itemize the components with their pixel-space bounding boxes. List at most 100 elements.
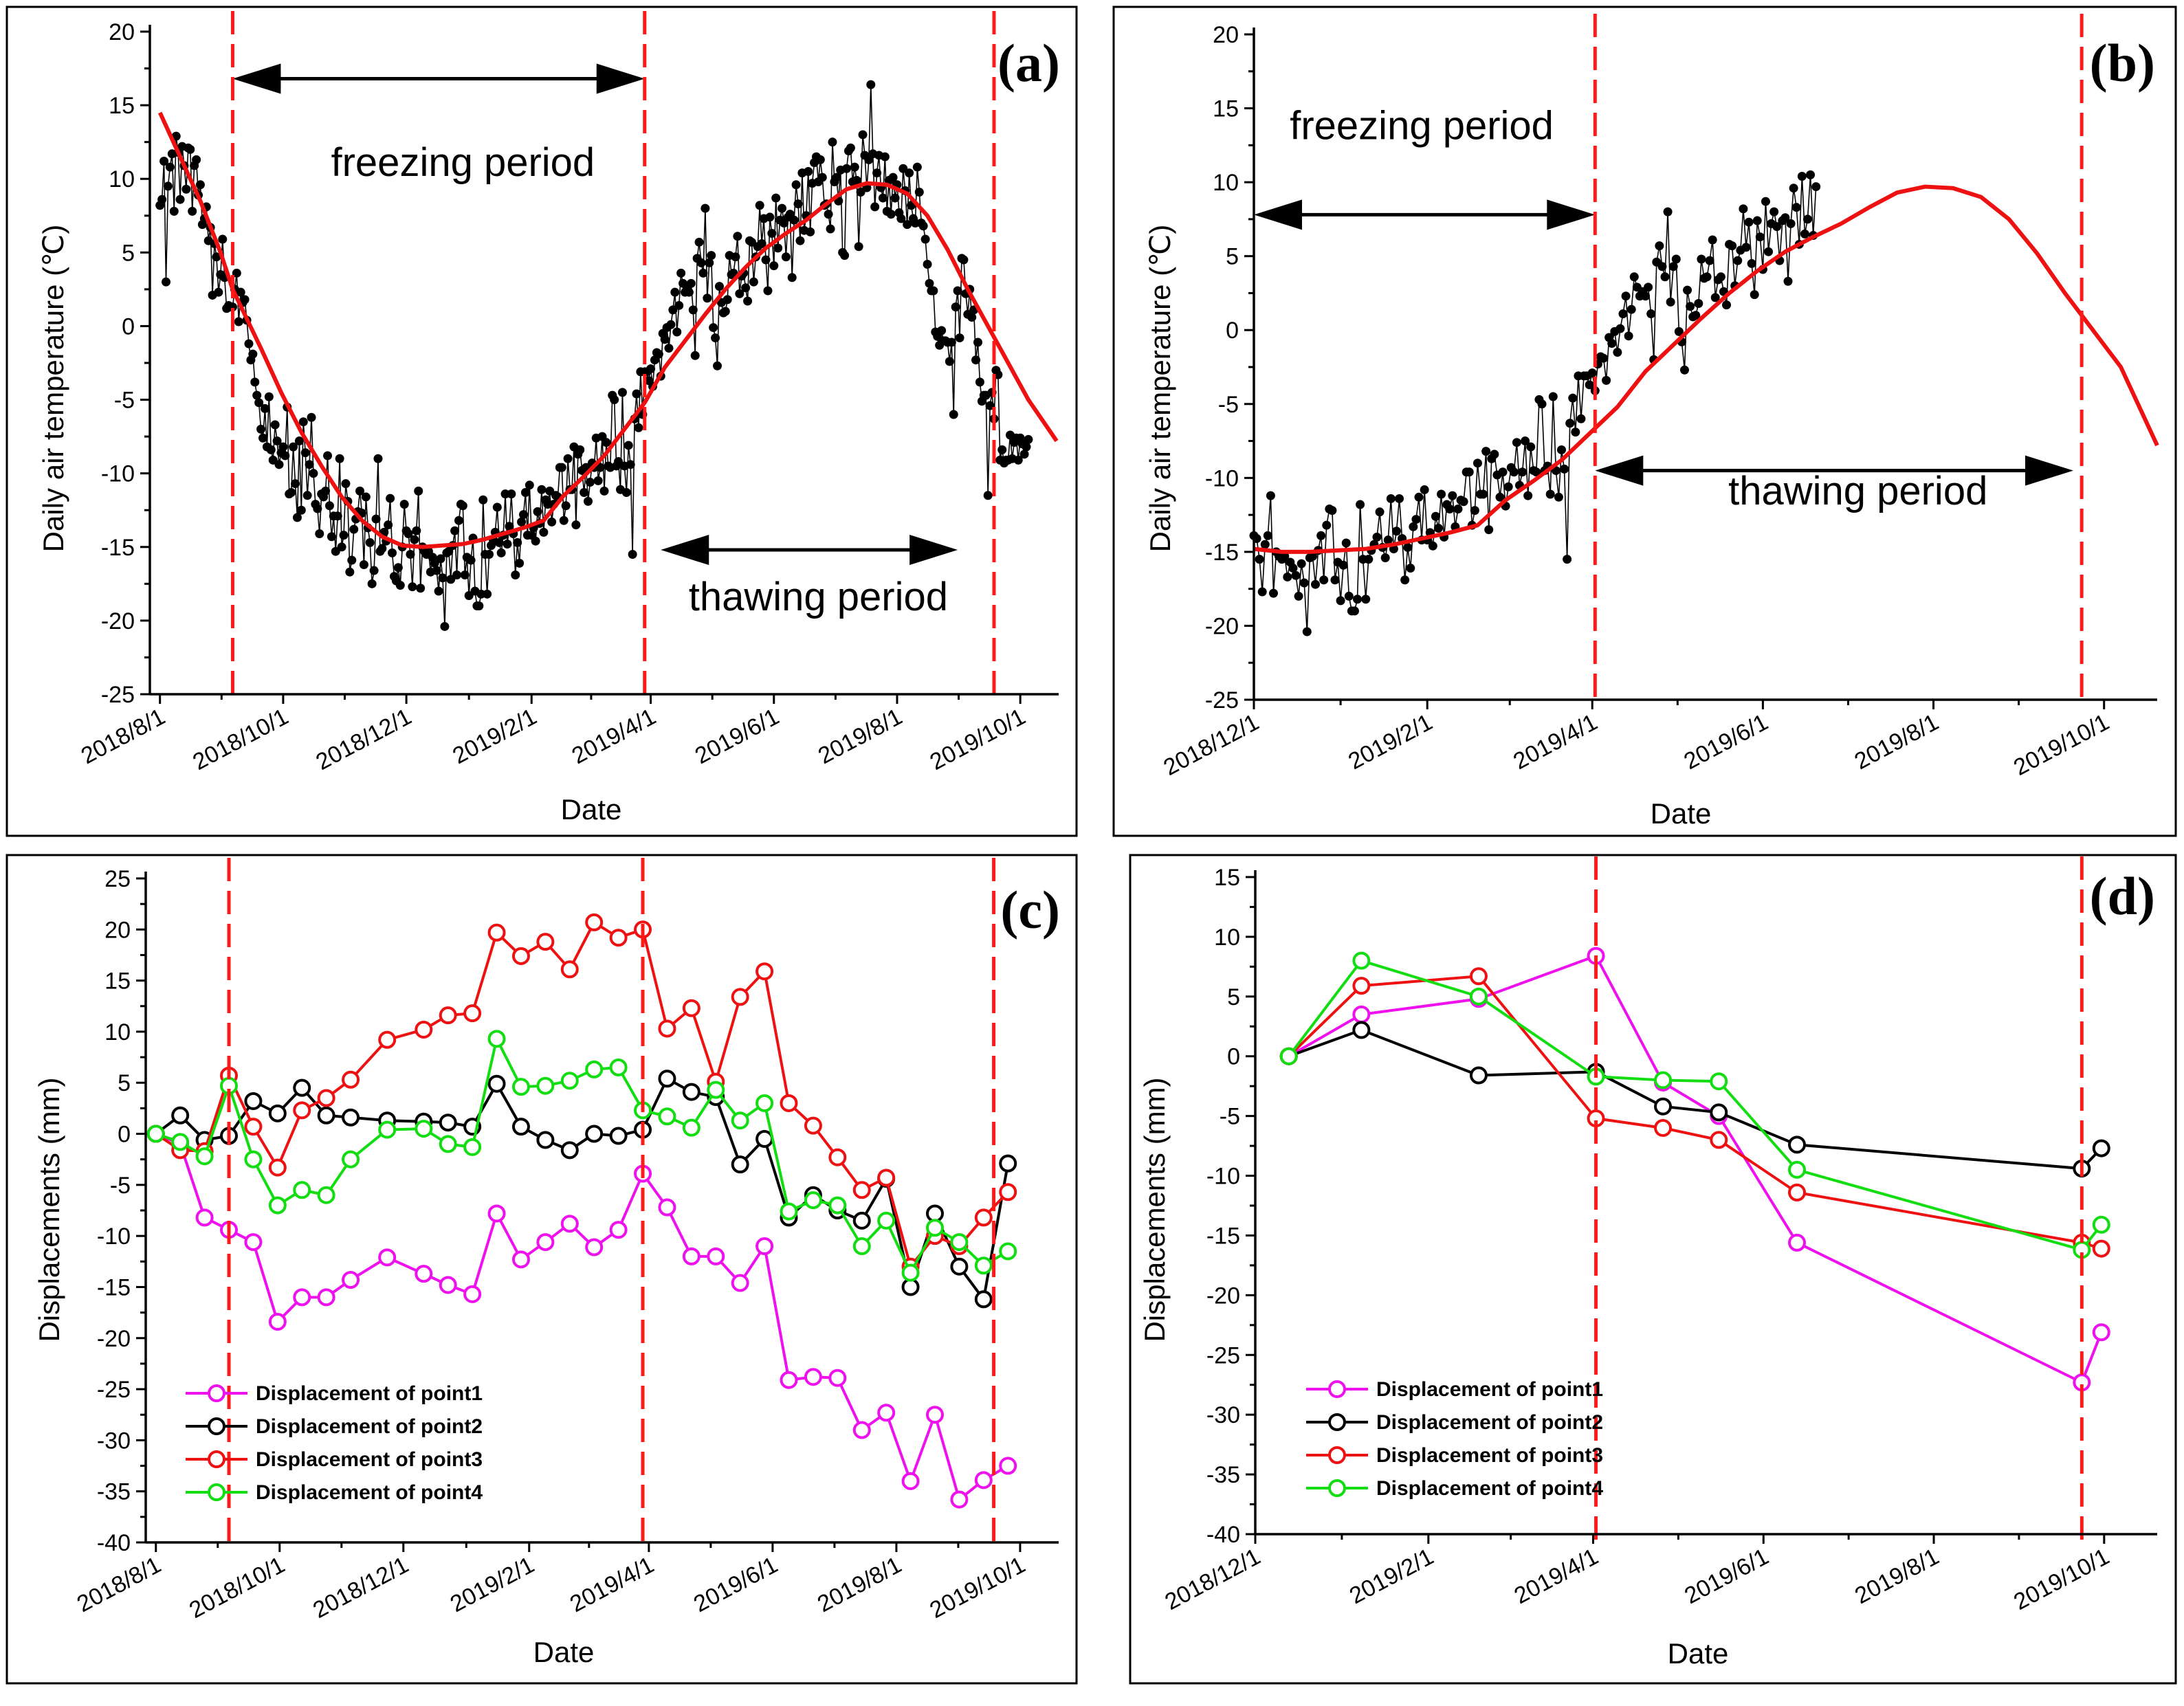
- panel-a-temperature-point: [339, 531, 349, 540]
- panel-a-temperature-point: [347, 555, 357, 565]
- panel-a-temperature-point: [925, 278, 934, 288]
- panel-b-temperature-point: [1288, 564, 1298, 573]
- panel-a-temperature-point: [404, 529, 413, 538]
- panel-a-temperature-point: [266, 445, 276, 454]
- panel-a-temperature-point: [777, 203, 787, 213]
- panel-b-ytick-label: 10: [1213, 170, 1239, 196]
- panel-b-temperature-point: [1761, 197, 1770, 206]
- panel-a-temperature-point: [1022, 442, 1031, 452]
- panel-a-temperature-point: [440, 621, 450, 631]
- panel-c-series-1-point: [195, 1208, 214, 1227]
- panel-a-temperature-point: [711, 333, 720, 343]
- panel-c-series-1-point: [682, 1247, 701, 1265]
- panel-c-ytick-label: 15: [104, 968, 131, 995]
- panel-c-series-4-point: [999, 1242, 1017, 1261]
- panel-a-temperature-point: [291, 479, 300, 489]
- panel-a-temperature-point: [949, 410, 958, 419]
- panel-b-period-arrow-head-end: [2025, 455, 2073, 486]
- panel-d-ytick-label: -20: [1206, 1283, 1240, 1309]
- panel-a-temperature-point: [593, 476, 603, 485]
- panel-a-xlabel: Date: [561, 793, 622, 826]
- panel-a-temperature-point: [162, 277, 171, 287]
- panel-d-series-1-point: [2092, 1323, 2110, 1342]
- panel-b-temperature-point: [1560, 464, 1569, 474]
- panel-a-temperature-point: [212, 252, 221, 262]
- panel-c-series-2-point: [511, 1118, 530, 1136]
- panel-a-temperature-point: [626, 460, 635, 469]
- panel-b-temperature-point: [1663, 207, 1673, 217]
- panel-a-temperature-point: [438, 573, 448, 583]
- panel-a-temperature-point: [670, 287, 680, 297]
- panel-a-period-arrow: [232, 63, 645, 94]
- panel-b-temperature-point: [1626, 304, 1636, 314]
- panel-c-series-4-point: [342, 1150, 360, 1168]
- panel-d-series-3-point: [1352, 977, 1371, 995]
- panel-a-temperature-point: [723, 295, 732, 304]
- panel-b-temperature-point: [1400, 575, 1410, 585]
- panel-c-series-3-point: [415, 1020, 433, 1039]
- panel-c-series-1-point: [415, 1265, 433, 1283]
- panel-a-temperature-point: [707, 251, 716, 261]
- panel-a-ytick-label: 20: [109, 19, 135, 45]
- panel-a-temperature-point: [918, 221, 928, 231]
- panel-a-temperature-point: [602, 438, 611, 447]
- panel-b-temperature-point: [1503, 482, 1513, 491]
- panel-a-temperature-point: [628, 549, 637, 559]
- panel-c-ytick-label: -25: [97, 1377, 131, 1403]
- panel-c-series-3-point: [463, 1004, 482, 1023]
- panel-a-temperature-point: [520, 488, 530, 498]
- panel-d-ytick-label: -10: [1206, 1164, 1240, 1190]
- panel-d-ytick-label: -40: [1206, 1522, 1240, 1548]
- panel-a-temperature-point: [327, 532, 336, 542]
- panel-a-temperature-point: [452, 570, 462, 579]
- panel-a-temperature-point: [466, 555, 476, 565]
- panel-a-temperature-point: [997, 445, 1007, 454]
- panel-a-temperature-point: [369, 566, 379, 575]
- panel-b-temperature-point: [1521, 436, 1530, 446]
- panel-a-temperature-point: [264, 392, 274, 401]
- panel-a-temperature-point: [757, 239, 766, 248]
- panel-c-frame: [5, 854, 1078, 1685]
- panel-b-ytick-label: 15: [1213, 96, 1239, 122]
- panel-d-series-4-point: [1654, 1071, 1673, 1089]
- panel-a-temperature-point: [513, 538, 522, 547]
- panel-b-temperature-point: [1383, 535, 1393, 545]
- panel-a-temperature-point: [563, 454, 573, 463]
- panel-c-series-1-point: [536, 1233, 555, 1252]
- panel-c-series-3-point: [755, 962, 774, 981]
- panel-a-temperature-point: [547, 517, 557, 527]
- panel-b-temperature-point: [1657, 262, 1667, 272]
- panel-b-temperature-point: [1512, 438, 1521, 447]
- panel-b-temperature-point: [1356, 500, 1365, 509]
- panel-b-temperature-point: [1409, 522, 1418, 531]
- panel-c-series-1-point: [439, 1276, 457, 1294]
- panel-a-ytick-label: 10: [109, 166, 135, 192]
- panel-c-series-3-point: [536, 933, 555, 951]
- panel-a-temperature-point: [824, 210, 833, 219]
- panel-a-temperature-point: [260, 403, 269, 413]
- panel-c-series-4-point: [463, 1138, 482, 1156]
- panel-a-temperature-point: [951, 302, 960, 312]
- panel-b-temperature-point: [1395, 494, 1404, 503]
- panel-a-temperature-point: [188, 206, 197, 216]
- panel-c-series-4-point: [925, 1219, 944, 1237]
- panel-a-temperature-point: [412, 526, 421, 535]
- panel-a-temperature-point: [300, 448, 310, 458]
- panel-a-temperature-point: [733, 232, 742, 241]
- panel-a-temperature-point: [791, 180, 801, 190]
- panel-a-temperature-point: [955, 333, 964, 343]
- panel-c-series-2-point: [244, 1092, 263, 1110]
- panel-a-temperature-point: [767, 228, 777, 238]
- panel-a-temperature-point: [186, 144, 195, 154]
- panel-b-temperature-point: [1297, 559, 1306, 568]
- panel-b-temperature-point: [1428, 541, 1437, 551]
- panel-b-temperature-point: [1341, 538, 1351, 548]
- panel-b-temperature-point: [1655, 241, 1664, 251]
- panel-b-temperature-point: [1710, 293, 1720, 302]
- panel-c-legend-label: Displacement of point2: [256, 1415, 483, 1438]
- panel-a-temperature-point: [250, 377, 260, 387]
- panel-a-temperature-point: [258, 433, 268, 443]
- panel-a-temperature-point: [434, 586, 443, 596]
- panel-c-series-1-point: [755, 1237, 774, 1256]
